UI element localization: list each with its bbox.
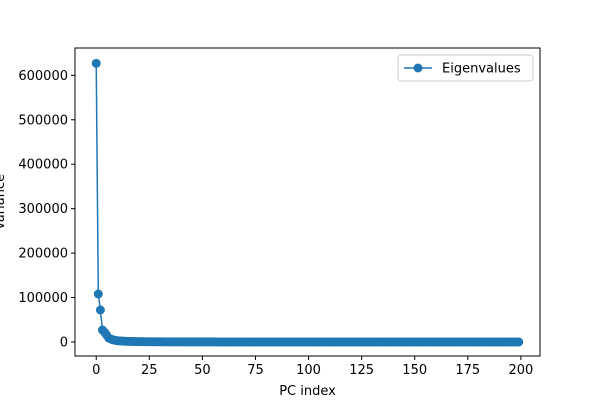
y-tick-label: 200000 [18,247,68,262]
x-tick-label: 25 [141,363,158,378]
y-tick-label: 600000 [18,69,68,84]
plot-area [91,58,524,347]
legend-box [397,54,534,82]
y-axis-title: Variance [0,174,8,230]
data-point [514,337,524,347]
legend-marker-swatch [413,63,423,73]
data-point [95,305,105,315]
axes-frame [74,47,541,357]
x-tick-label: 125 [349,363,374,378]
x-tick-label: 200 [508,363,533,378]
y-tick-label: 400000 [18,158,68,173]
y-tick-label: 300000 [18,202,68,217]
x-tick-label: 150 [402,363,427,378]
y-tick-label: 0 [60,336,68,351]
x-tick-label: 50 [194,363,211,378]
y-tick-label: 500000 [18,113,68,128]
x-tick-label: 75 [247,363,264,378]
legend: Eigenvalues [397,54,534,82]
x-axis: 0 25 50 75 100 125 150 175 200 [92,356,533,378]
x-tick-label: 0 [92,363,100,378]
y-tick-label: 100000 [18,291,68,306]
x-tick-label: 100 [296,363,321,378]
x-axis-title: PC index [279,384,336,399]
x-tick-label: 175 [455,363,480,378]
data-point [91,58,101,68]
y-axis: 0 100000 200000 300000 400000 500000 600000 [18,69,75,351]
legend-label: Eigenvalues [442,62,521,77]
data-point [93,289,103,299]
